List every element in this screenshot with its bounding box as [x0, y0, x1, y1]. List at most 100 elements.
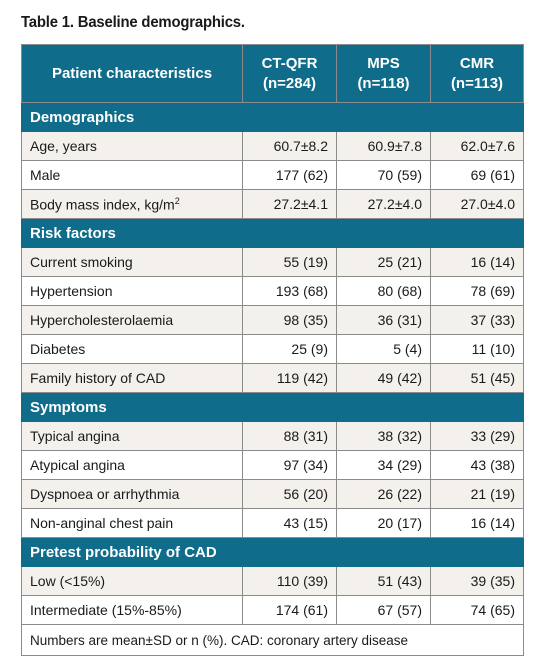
cell-value: 16 (14)	[430, 247, 524, 277]
row-label: Family history of CAD	[21, 363, 243, 393]
cell-value: 33 (29)	[430, 421, 524, 451]
table-row: Hypertension 193 (68) 80 (68) 78 (69)	[21, 276, 524, 306]
section-title: Pretest probability of CAD	[21, 537, 524, 567]
row-label: Non-anginal chest pain	[21, 508, 243, 538]
table-row: Non-anginal chest pain 43 (15) 20 (17) 16 (…	[21, 508, 524, 538]
cell-value: 97 (34)	[242, 450, 337, 480]
table-row: Family history of CAD 119 (42) 49 (42) 51 (…	[21, 363, 524, 393]
row-label: Typical angina	[21, 421, 243, 451]
cell-value: 177 (62)	[242, 160, 337, 190]
row-label: Hypercholesterolaemia	[21, 305, 243, 335]
row-label-text: Atypical angina	[30, 457, 125, 473]
row-label-text: Age, years	[30, 138, 97, 154]
cell-value: 27.2±4.1	[242, 189, 337, 219]
cell-value: 11 (10)	[430, 334, 524, 364]
cell-value: 39 (35)	[430, 566, 524, 596]
cell-value: 5 (4)	[336, 334, 431, 364]
row-label: Diabetes	[21, 334, 243, 364]
cell-value: 43 (38)	[430, 450, 524, 480]
header-mps-name: MPS	[367, 54, 400, 72]
cell-value: 67 (57)	[336, 595, 431, 625]
table-row: Body mass index, kg/m2 27.2±4.1 27.2±4.0 27…	[21, 189, 524, 219]
cell-value: 27.2±4.0	[336, 189, 431, 219]
cell-value: 34 (29)	[336, 450, 431, 480]
footnote-row: Numbers are mean±SD or n (%). CAD: coron…	[21, 624, 524, 656]
cell-value: 60.7±8.2	[242, 131, 337, 161]
header-cmr-n: (n=113)	[450, 74, 504, 92]
cell-value: 16 (14)	[430, 508, 524, 538]
row-label-text: Male	[30, 167, 61, 183]
row-label: Intermediate (15%-85%)	[21, 595, 243, 625]
section-header-row: Symptoms	[21, 392, 524, 422]
cell-value: 56 (20)	[242, 479, 337, 509]
table-row: Intermediate (15%-85%) 174 (61) 67 (57) 74 …	[21, 595, 524, 625]
table-footnote: Numbers are mean±SD or n (%). CAD: coron…	[21, 624, 524, 656]
cell-value: 98 (35)	[242, 305, 337, 335]
table-header-row: Patient characteristics CT-QFR (n=284) M…	[21, 44, 524, 103]
row-label-text: Family history of CAD	[30, 370, 166, 386]
table-row: Typical angina 88 (31) 38 (32) 33 (29)	[21, 421, 524, 451]
cell-value: 74 (65)	[430, 595, 524, 625]
cell-value: 174 (61)	[242, 595, 337, 625]
header-ct-qfr-name: CT-QFR	[261, 54, 318, 72]
row-label-text: Hypercholesterolaemia	[30, 312, 174, 328]
cell-value: 36 (31)	[336, 305, 431, 335]
section-header-row: Risk factors	[21, 218, 524, 248]
table-row: Male 177 (62) 70 (59) 69 (61)	[21, 160, 524, 190]
section-header-row: Pretest probability of CAD	[21, 537, 524, 567]
cell-value: 70 (59)	[336, 160, 431, 190]
header-cmr-name: CMR	[459, 54, 495, 72]
row-label-text: Body mass index, kg/m	[30, 196, 175, 213]
header-ct-qfr-n: (n=284)	[263, 74, 316, 92]
section-title: Demographics	[21, 102, 524, 132]
row-label: Age, years	[21, 131, 243, 161]
row-label: Dyspnoea or arrhythmia	[21, 479, 243, 509]
cell-value: 26 (22)	[336, 479, 431, 509]
table-row: Low (<15%) 110 (39) 51 (43) 39 (35)	[21, 566, 524, 596]
cell-value: 27.0±4.0	[430, 189, 524, 219]
table-row: Atypical angina 97 (34) 34 (29) 43 (38)	[21, 450, 524, 480]
cell-value: 80 (68)	[336, 276, 431, 306]
row-label-text: Diabetes	[30, 341, 86, 357]
header-mps-n: (n=118)	[357, 74, 410, 92]
baseline-demographics-table: Patient characteristics CT-QFR (n=284) M…	[21, 44, 524, 656]
row-label: Male	[21, 160, 243, 190]
header-ct-qfr: CT-QFR (n=284)	[242, 44, 337, 103]
section-header-row: Demographics	[21, 102, 524, 132]
row-label-text: Current smoking	[30, 254, 133, 270]
table-row: Diabetes 25 (9) 5 (4) 11 (10)	[21, 334, 524, 364]
header-patient-characteristics: Patient characteristics	[21, 44, 243, 103]
header-cmr: CMR (n=113)	[430, 44, 524, 103]
row-label: Atypical angina	[21, 450, 243, 480]
table-body: Demographics Age, years 60.7±8.2 60.9±7.8 62…	[21, 102, 524, 625]
row-label: Low (<15%)	[21, 566, 243, 596]
row-label-text: Typical angina	[30, 428, 120, 444]
row-label-text: Low (<15%)	[30, 573, 106, 589]
cell-value: 51 (45)	[430, 363, 524, 393]
row-label-text: Non-anginal chest pain	[30, 515, 174, 531]
cell-value: 78 (69)	[430, 276, 524, 306]
cell-value: 20 (17)	[336, 508, 431, 538]
row-label: Hypertension	[21, 276, 243, 306]
cell-value: 25 (21)	[336, 247, 431, 277]
cell-value: 193 (68)	[242, 276, 337, 306]
cell-value: 21 (19)	[430, 479, 524, 509]
cell-value: 60.9±7.8	[336, 131, 431, 161]
row-label-text: Hypertension	[30, 283, 113, 299]
cell-value: 88 (31)	[242, 421, 337, 451]
table-row: Age, years 60.7±8.2 60.9±7.8 62.0±7.6	[21, 131, 524, 161]
bmi-unit-superscript: 2	[174, 195, 180, 206]
table-title: Table 1. Baseline demographics.	[21, 14, 245, 31]
cell-value: 37 (33)	[430, 305, 524, 335]
table-row: Current smoking 55 (19) 25 (21) 16 (14)	[21, 247, 524, 277]
cell-value: 51 (43)	[336, 566, 431, 596]
table-row: Hypercholesterolaemia 98 (35) 36 (31) 37 (3…	[21, 305, 524, 335]
cell-value: 110 (39)	[242, 566, 337, 596]
row-label-text: Intermediate (15%-85%)	[30, 602, 182, 618]
cell-value: 49 (42)	[336, 363, 431, 393]
header-mps: MPS (n=118)	[336, 44, 431, 103]
row-label: Current smoking	[21, 247, 243, 277]
cell-value: 25 (9)	[242, 334, 337, 364]
table-row: Dyspnoea or arrhythmia 56 (20) 26 (22) 21 (…	[21, 479, 524, 509]
cell-value: 43 (15)	[242, 508, 337, 538]
